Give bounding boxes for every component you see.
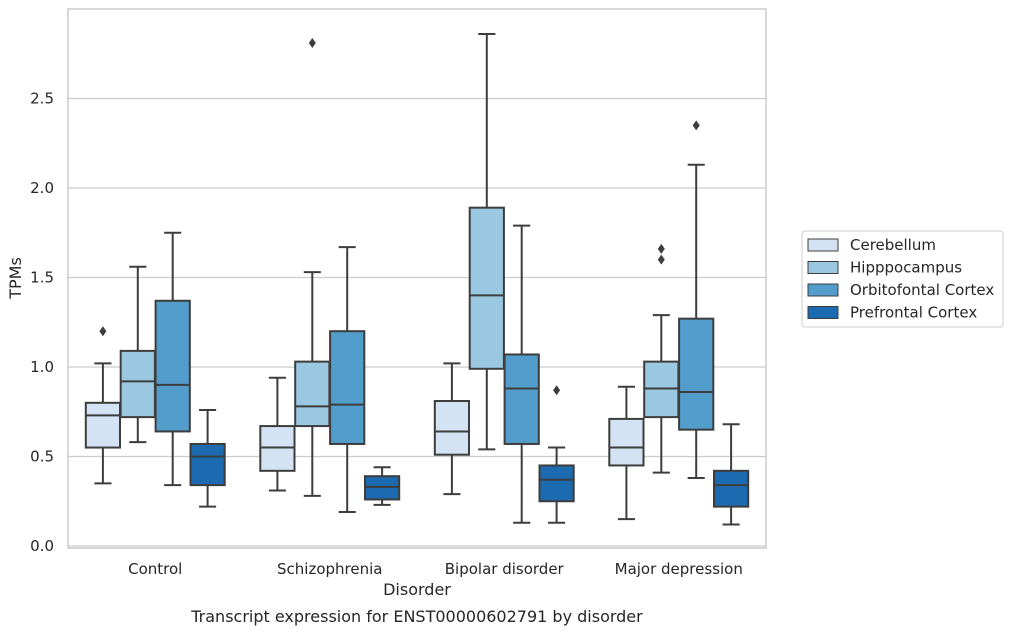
box-body <box>189 442 226 487</box>
outlier-point <box>657 243 665 254</box>
legend-swatch <box>807 261 839 274</box>
x-tick-label: Control <box>128 560 182 578</box>
y-tick-label: 1.0 <box>30 358 54 376</box>
box-hipppocampus <box>468 33 505 451</box>
box-orbitofontal-cortex <box>678 120 715 479</box>
y-tick-label: 2.0 <box>30 179 54 197</box>
legend-label: Orbitofontal Cortex <box>850 281 994 299</box>
box-body <box>468 206 505 370</box>
y-tick-label: 0.0 <box>30 537 54 555</box>
legend-swatch <box>807 283 839 297</box>
y-tick-labels: 0.0 0.5 1.0 1.5 2.0 2.5 <box>30 90 54 556</box>
box-body <box>154 299 191 433</box>
box-cerebellum <box>433 362 471 496</box>
box-body <box>608 417 645 467</box>
box-cerebellum <box>608 385 645 521</box>
legend: Cerebellum Hipppocampus Orbitofontal Corte… <box>801 230 1004 328</box>
legend-label: Hipppocampus <box>850 259 962 277</box>
chart-caption: Transcript expression for ENST0000060279… <box>190 607 643 626</box>
x-tick-label: Bipolar disorder <box>445 560 565 578</box>
legend-swatch <box>807 238 839 252</box>
outlier-point <box>99 326 107 337</box>
box-prefrontal-cortex <box>363 466 401 506</box>
box-body <box>84 401 122 449</box>
y-axis-title: TPMs <box>6 257 25 300</box>
box-body <box>712 469 750 508</box>
box-hipppocampus <box>294 38 331 497</box>
box-orbitofontal-cortex <box>154 231 191 487</box>
outlier-point <box>692 120 700 131</box>
box-body <box>294 360 331 428</box>
box-prefrontal-cortex <box>712 423 750 526</box>
box-prefrontal-cortex <box>189 408 226 508</box>
x-axis-title: Disorder <box>383 580 451 599</box>
legend-swatch <box>807 306 839 319</box>
x-tick-label: Schizophrenia <box>277 560 382 578</box>
outlier-point <box>553 385 561 396</box>
legend-frame <box>801 230 1004 328</box>
box-body <box>433 400 471 456</box>
y-tick-label: 0.5 <box>30 448 54 466</box>
y-tick-label: 2.5 <box>30 90 54 108</box>
box-series <box>84 33 750 526</box>
legend-label: Prefrontal Cortex <box>850 304 977 322</box>
y-tick-label: 1.5 <box>30 269 54 287</box>
box-cerebellum <box>259 376 296 492</box>
box-hipppocampus <box>643 243 680 474</box>
box-hipppocampus <box>119 265 156 444</box>
box-body <box>119 349 156 419</box>
box-body <box>678 317 715 431</box>
box-body <box>329 330 366 445</box>
box-orbitofontal-cortex <box>503 224 540 524</box>
box-body <box>538 464 575 503</box>
box-cerebellum <box>84 326 122 485</box>
outlier-point <box>657 254 665 265</box>
box-prefrontal-cortex <box>538 385 575 524</box>
x-tick-label: Major depression <box>615 560 743 578</box>
box-body <box>503 353 540 445</box>
plot-frame <box>67 8 767 549</box>
outlier-point <box>308 38 316 49</box>
legend-label: Cerebellum <box>850 236 936 254</box>
box-orbitofontal-cortex <box>329 246 366 513</box>
x-tick-labels: Control Schizophrenia Bipolar disorder Majo… <box>128 560 743 578</box>
